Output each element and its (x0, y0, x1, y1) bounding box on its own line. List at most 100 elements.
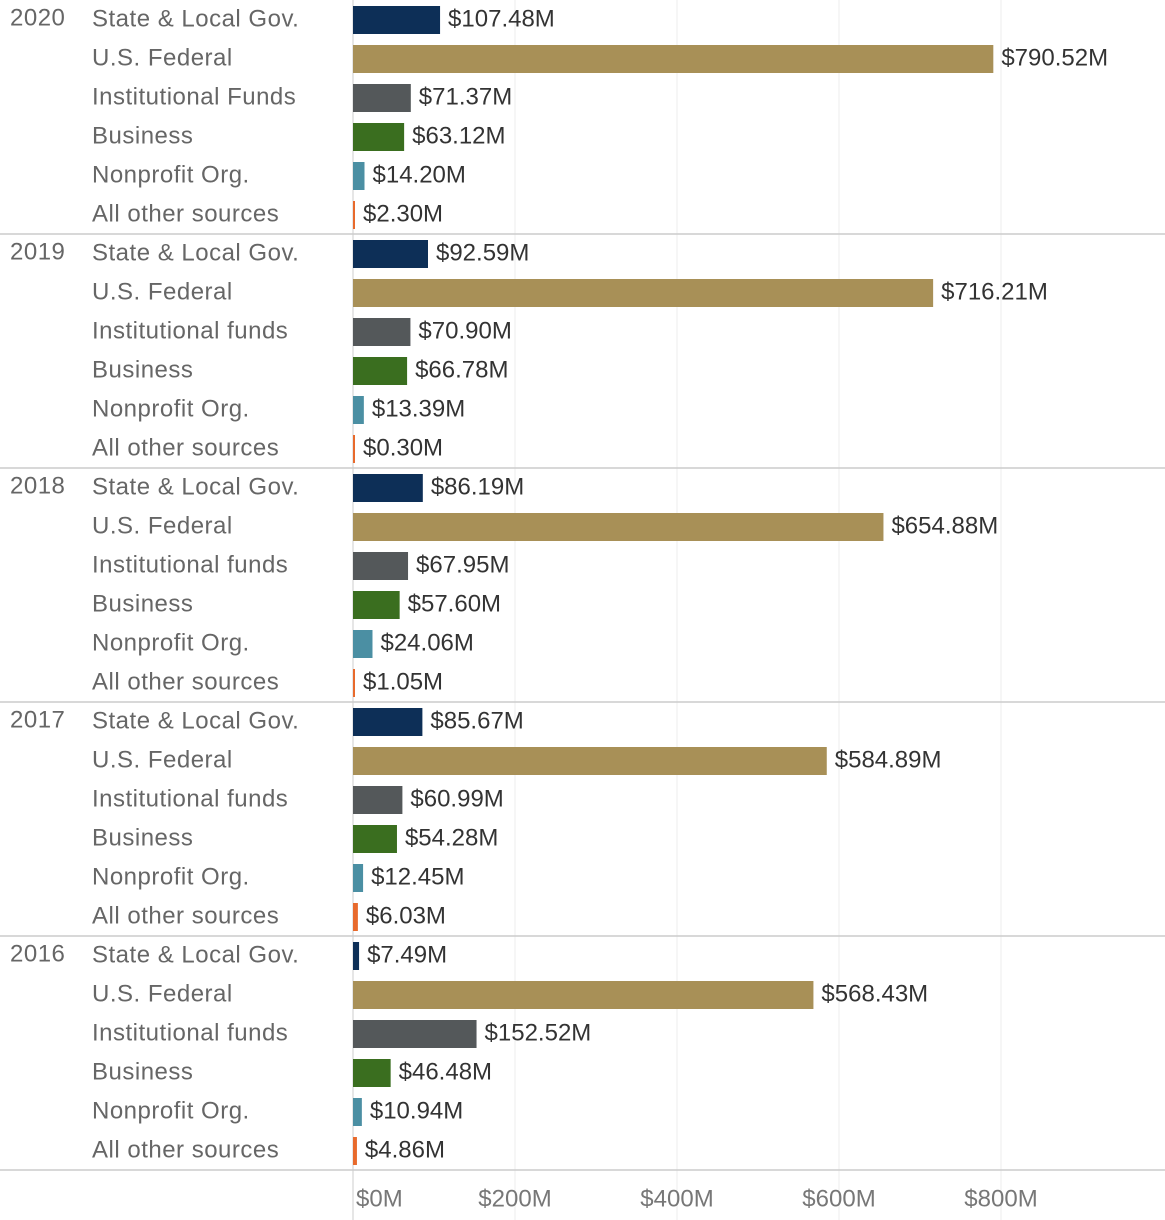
category-label: All other sources (92, 200, 279, 227)
value-label: $107.48M (448, 5, 555, 32)
value-label: $0.30M (363, 434, 443, 461)
category-label: Institutional funds (92, 785, 288, 812)
value-label: $790.52M (1001, 44, 1108, 71)
bar (353, 1059, 391, 1087)
category-label: Business (92, 590, 193, 617)
value-label: $13.39M (372, 395, 465, 422)
category-label: Nonprofit Org. (92, 863, 250, 890)
x-tick-label: $0M (356, 1185, 403, 1212)
category-label: State & Local Gov. (92, 239, 299, 266)
value-label: $24.06M (380, 629, 473, 656)
category-label: Nonprofit Org. (92, 161, 250, 188)
value-label: $584.89M (835, 746, 942, 773)
value-label: $85.67M (430, 707, 523, 734)
bar (353, 162, 365, 190)
year-label: 2019 (10, 238, 65, 265)
year-label: 2018 (10, 472, 65, 499)
x-tick-label: $400M (640, 1185, 713, 1212)
year-label: 2016 (10, 940, 65, 967)
x-tick-label: $800M (964, 1185, 1037, 1212)
bar (353, 84, 411, 112)
value-label: $1.05M (363, 668, 443, 695)
category-label: All other sources (92, 902, 279, 929)
bar (353, 201, 355, 229)
bar (353, 279, 934, 307)
category-label: Institutional Funds (92, 83, 296, 110)
value-label: $4.86M (365, 1136, 445, 1163)
value-label: $67.95M (416, 551, 509, 578)
value-label: $71.37M (419, 83, 512, 110)
category-label: All other sources (92, 668, 279, 695)
bar (353, 747, 827, 775)
value-label: $7.49M (367, 941, 447, 968)
value-label: $12.45M (371, 863, 464, 890)
bar (353, 318, 411, 346)
bar (353, 903, 358, 931)
category-label: U.S. Federal (92, 980, 233, 1007)
category-label: Nonprofit Org. (92, 1097, 250, 1124)
bar (353, 864, 364, 892)
bar (353, 435, 355, 463)
category-label: Business (92, 1058, 193, 1085)
bar (353, 708, 423, 736)
category-label: U.S. Federal (92, 278, 233, 305)
category-label: State & Local Gov. (92, 707, 299, 734)
bar (353, 1098, 362, 1126)
bar (353, 123, 405, 151)
category-label: Institutional funds (92, 551, 288, 578)
bar (353, 474, 423, 502)
value-label: $2.30M (363, 200, 443, 227)
x-tick-label: $600M (802, 1185, 875, 1212)
category-label: All other sources (92, 1136, 279, 1163)
value-label: $92.59M (436, 239, 529, 266)
value-label: $14.20M (373, 161, 466, 188)
bar (353, 1137, 357, 1165)
value-label: $6.03M (366, 902, 446, 929)
category-label: Business (92, 122, 193, 149)
value-label: $46.48M (399, 1058, 492, 1085)
bar (353, 591, 400, 619)
bar (353, 6, 441, 34)
value-label: $54.28M (405, 824, 498, 851)
bar (353, 240, 428, 268)
bar (353, 786, 403, 814)
category-label: Institutional funds (92, 317, 288, 344)
value-label: $10.94M (370, 1097, 463, 1124)
bar (353, 513, 884, 541)
bar (353, 981, 814, 1009)
value-label: $152.52M (485, 1019, 592, 1046)
year-label: 2017 (10, 706, 65, 733)
category-label: State & Local Gov. (92, 5, 299, 32)
bar (353, 825, 397, 853)
value-label: $654.88M (891, 512, 998, 539)
value-label: $70.90M (418, 317, 511, 344)
category-label: Nonprofit Org. (92, 395, 250, 422)
value-label: $716.21M (941, 278, 1048, 305)
category-label: U.S. Federal (92, 746, 233, 773)
category-label: U.S. Federal (92, 512, 233, 539)
bar (353, 396, 364, 424)
bar (353, 357, 408, 385)
year-label: 2020 (10, 4, 65, 31)
value-label: $66.78M (415, 356, 508, 383)
value-label: $86.19M (431, 473, 524, 500)
category-label: Nonprofit Org. (92, 629, 250, 656)
bar (353, 1020, 477, 1048)
bar (353, 669, 355, 697)
category-label: State & Local Gov. (92, 473, 299, 500)
bar (353, 630, 373, 658)
bar (353, 942, 360, 970)
category-label: Business (92, 356, 193, 383)
bar (353, 45, 994, 73)
bar (353, 552, 409, 580)
value-label: $57.60M (408, 590, 501, 617)
category-label: State & Local Gov. (92, 941, 299, 968)
category-label: All other sources (92, 434, 279, 461)
category-label: U.S. Federal (92, 44, 233, 71)
category-label: Business (92, 824, 193, 851)
value-label: $60.99M (410, 785, 503, 812)
value-label: $63.12M (412, 122, 505, 149)
x-tick-label: $200M (478, 1185, 551, 1212)
category-label: Institutional funds (92, 1019, 288, 1046)
